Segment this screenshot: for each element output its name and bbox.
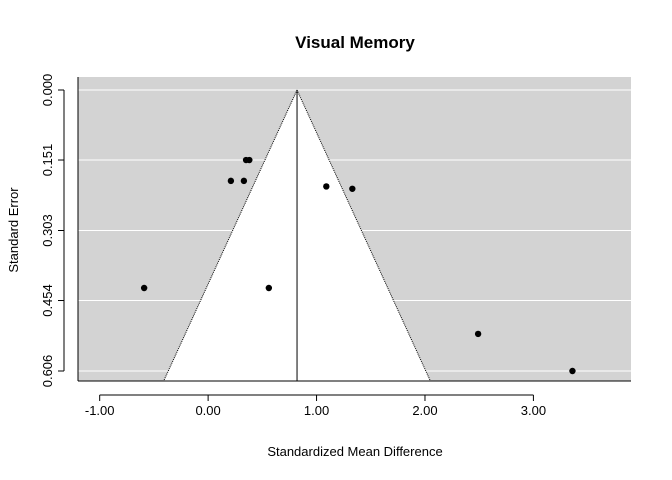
y-axis: 0.000 0.151 0.303 0.454 0.606 — [40, 74, 65, 388]
y-tick-label: 0.606 — [40, 355, 55, 388]
x-tick-label: 3.00 — [521, 403, 546, 418]
x-tick-label: 2.00 — [412, 403, 437, 418]
y-tick-label: 0.303 — [40, 214, 55, 247]
funnel-right-boundary — [296, 89, 431, 382]
y-axis-title: Standard Error — [6, 187, 21, 273]
study-point — [265, 284, 273, 292]
y-tick-label: 0.151 — [40, 144, 55, 177]
y-tick-label: 0.454 — [40, 284, 55, 317]
y-tick-label: 0.000 — [40, 74, 55, 107]
x-tick-label: 0.00 — [195, 403, 220, 418]
study-point — [227, 177, 235, 185]
x-tick-label: 1.00 — [304, 403, 329, 418]
study-point — [246, 156, 253, 164]
study-point — [240, 177, 248, 185]
study-point — [474, 330, 482, 338]
x-axis: -1.00 0.00 1.00 2.00 3.00 — [85, 394, 546, 418]
study-point — [323, 183, 330, 190]
study-points — [140, 156, 576, 375]
plot-area — [78, 77, 631, 382]
x-tick-label: -1.00 — [85, 403, 115, 418]
study-point — [140, 284, 148, 292]
study-point — [569, 367, 576, 375]
funnel-left-boundary — [163, 89, 298, 382]
x-axis-title: Standardized Mean Difference — [267, 444, 442, 459]
study-point — [349, 185, 356, 192]
chart-title: Visual Memory — [295, 33, 415, 52]
